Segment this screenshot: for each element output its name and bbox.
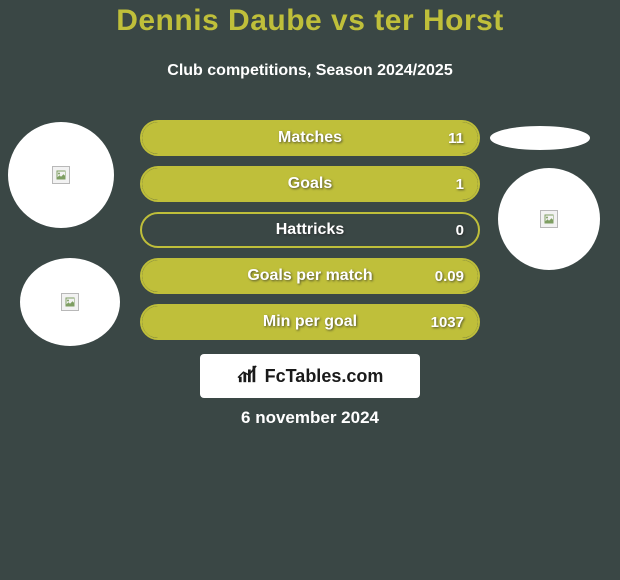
stat-value: 11	[448, 122, 464, 154]
avatar-circle-1	[20, 258, 120, 346]
brand-chart-icon	[237, 364, 259, 389]
stat-value: 0.09	[435, 260, 464, 292]
comparison-infographic: Dennis Daube vs ter Horst Club competiti…	[0, 0, 620, 580]
brand-label: FcTables.com	[265, 366, 384, 387]
stat-pill-goals-per-match: Goals per match0.09	[140, 258, 480, 294]
broken-image-icon	[61, 293, 79, 311]
page-title: Dennis Daube vs ter Horst	[0, 4, 620, 38]
stat-value: 1037	[431, 306, 464, 338]
stat-value: 0	[456, 214, 464, 246]
avatar-circle-0	[8, 122, 114, 228]
decorative-ellipse	[490, 126, 590, 150]
brand-box: FcTables.com	[200, 354, 420, 398]
stat-pill-goals: Goals1	[140, 166, 480, 202]
page-subtitle: Club competitions, Season 2024/2025	[0, 62, 620, 80]
date-label: 6 november 2024	[0, 408, 620, 428]
broken-image-icon	[52, 166, 70, 184]
stat-label: Hattricks	[142, 214, 478, 246]
stat-label: Matches	[142, 122, 478, 154]
avatar-circle-2	[498, 168, 600, 270]
stat-pill-min-per-goal: Min per goal1037	[140, 304, 480, 340]
stat-value: 1	[456, 168, 464, 200]
stat-label: Goals per match	[142, 260, 478, 292]
stat-label: Min per goal	[142, 306, 478, 338]
stat-pill-hattricks: Hattricks0	[140, 212, 480, 248]
broken-image-icon	[540, 210, 558, 228]
stat-pill-matches: Matches11	[140, 120, 480, 156]
stat-label: Goals	[142, 168, 478, 200]
